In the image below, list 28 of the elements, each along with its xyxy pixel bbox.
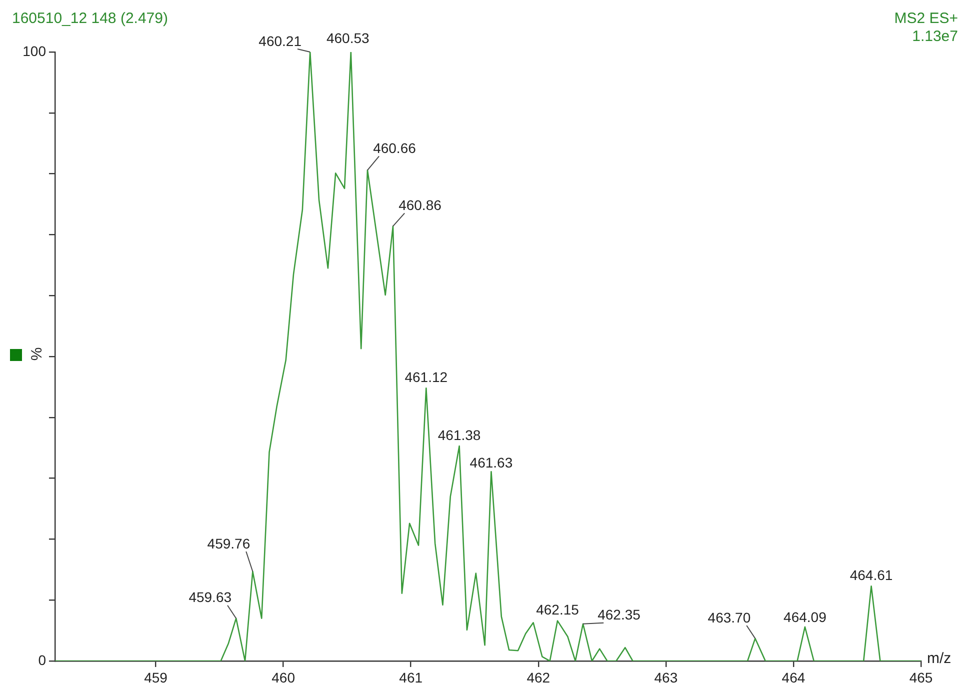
annotation: 459.63	[188, 589, 232, 606]
annotation: 464.61	[850, 566, 893, 583]
annotation: 462.15	[536, 602, 580, 618]
annotation: 461.38	[438, 426, 481, 443]
chart-title: 160510_12 148 (2.479)	[12, 10, 168, 28]
y-tick-label: 0	[38, 652, 46, 668]
x-tick-label: 462	[526, 669, 550, 686]
annotation: 460.66	[373, 140, 416, 156]
annotation: 460.86	[398, 197, 442, 214]
annotation: 461.63	[470, 454, 513, 470]
text: 1.13e7	[911, 28, 958, 46]
x-tick-label: 461	[399, 669, 423, 686]
annotation: 459.76	[207, 535, 250, 552]
annotation: 463.70	[708, 609, 751, 626]
x-tick-label: 459	[144, 669, 168, 686]
y-tick-label: 100	[22, 42, 46, 59]
x-tick-label: 464	[782, 669, 806, 686]
text: MS2 ES+	[894, 10, 958, 28]
annotation: 460.21	[258, 32, 302, 49]
y-axis-title: %	[28, 347, 47, 361]
x-tick-label: 460	[272, 669, 296, 686]
annotation: 462.35	[598, 606, 641, 623]
annotation: 461.12	[404, 369, 448, 386]
x-tick-label: 463	[654, 669, 678, 686]
annotation: 460.53	[326, 30, 370, 46]
annotation: 464.09	[784, 608, 827, 625]
x-axis-title: m/z	[927, 650, 952, 668]
x-tick-label: 465	[909, 669, 933, 686]
